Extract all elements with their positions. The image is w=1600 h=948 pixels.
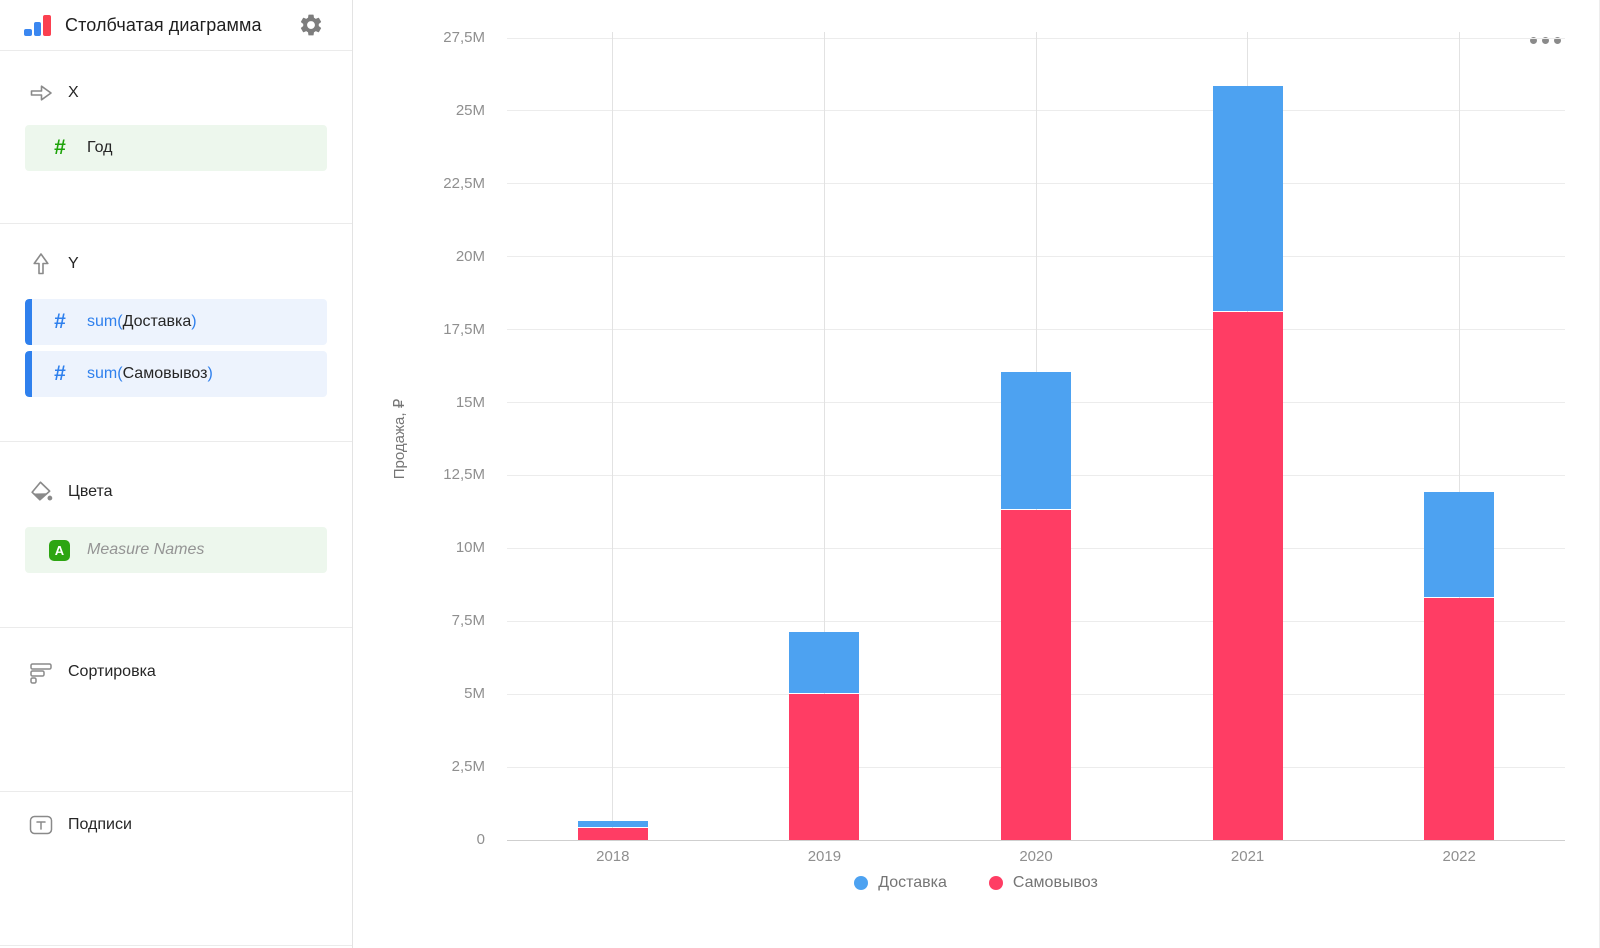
y-axis-tick-label: 27,5M [443, 29, 485, 46]
field-settings-sidebar: Столбчатая диаграмма X # Год [0, 0, 353, 948]
x-axis-category-label: 2021 [1230, 848, 1265, 865]
bar-segment-Доставка[interactable] [577, 821, 648, 827]
bar-segment-Доставка[interactable] [1424, 492, 1495, 597]
number-field-icon: # [54, 136, 66, 159]
bar-segment-Доставка[interactable] [1212, 86, 1283, 311]
v-gridline [823, 32, 825, 840]
legend-dot-icon [988, 876, 1003, 890]
section-x: X # Год [0, 78, 352, 224]
chart-legend: Доставка Самовывоз [353, 874, 1599, 892]
y-axis-tick-label: 5M [464, 685, 485, 703]
y-axis-tick-label: 2,5M [451, 758, 485, 776]
y-axis-tick-label: 0 [476, 831, 485, 848]
field-pill-sum-dostavka[interactable]: # sum(Доставка) [25, 299, 327, 345]
legend-dot-icon [854, 876, 869, 890]
measure-accent-bar [25, 299, 32, 345]
y-axis-tick-label: 7,5M [451, 612, 485, 630]
plot-area: 0 2,5M 5M 7,5M 10M 12,5M 15M 17,5M 20M 22,5M 25M 27… [443, 0, 1565, 865]
section-x-header: X [0, 78, 352, 108]
section-y-label: Y [68, 255, 79, 272]
number-field-icon: # [54, 362, 66, 385]
y-axis-tick-label: 15M [455, 393, 485, 411]
legend-item-Самовывоз[interactable]: Самовывоз [988, 874, 1098, 892]
v-gridline [612, 32, 614, 840]
section-sorting-label: Сортировка [68, 663, 156, 680]
field-pill-god[interactable]: # Год [25, 125, 327, 171]
section-x-label: X [68, 84, 79, 101]
gear-icon[interactable] [298, 12, 324, 38]
field-name: Measure Names [87, 541, 205, 558]
section-colors: Цвета A Measure Names [0, 477, 352, 628]
bar-chart-icon [24, 14, 51, 36]
section-colors-header: Цвета [0, 477, 352, 507]
field-pill-measure-names[interactable]: A Measure Names [25, 527, 327, 573]
section-y: Y # sum(Доставка) # sum(Самовывоз) [0, 249, 352, 442]
y-axis-tick-label: 12,5M [443, 466, 485, 484]
y-axis-tick-label: 22,5M [443, 174, 485, 192]
x-axis-category-label: 2020 [1019, 848, 1053, 865]
section-labels: Подписи [0, 810, 352, 946]
y-axis-tick-label: 10M [455, 539, 485, 557]
arrow-up-icon [28, 251, 54, 277]
legend-item-Доставка[interactable]: Доставка [854, 874, 947, 892]
bar-segment-Самовывоз[interactable] [789, 694, 860, 840]
legend-label: Самовывоз [1012, 874, 1098, 891]
x-axis-line [507, 839, 1565, 841]
text-label-icon [28, 812, 54, 838]
bar-segment-Самовывоз[interactable] [1424, 598, 1495, 840]
section-colors-label: Цвета [68, 483, 113, 500]
field-name: Год [87, 139, 113, 156]
field-name: sum(Самовывоз) [87, 365, 213, 382]
bar-segment-Самовывоз[interactable] [577, 828, 648, 840]
bar-segment-Доставка[interactable] [789, 632, 860, 693]
measure-accent-bar [25, 351, 32, 397]
y-axis-tick-label: 25M [455, 101, 485, 119]
chart-canvas: Продажа, ₽ 0 2,5M 5M 7,5M 10M 12,5M 15M 17,5M 20… [353, 0, 1600, 948]
bar-segment-Самовывоз[interactable] [1001, 510, 1071, 840]
y-axis-tick-label: 17,5M [443, 320, 485, 338]
section-labels-label: Подписи [68, 816, 132, 833]
section-sorting-header: Сортировка [0, 657, 352, 687]
sort-bars-icon [28, 659, 54, 685]
bar-segment-Доставка[interactable] [1001, 372, 1071, 509]
bar-segment-Самовывоз[interactable] [1212, 312, 1283, 840]
section-labels-header: Подписи [0, 810, 352, 840]
x-axis-category-label: 2022 [1442, 848, 1476, 865]
field-pill-sum-samovyvoz[interactable]: # sum(Самовывоз) [25, 351, 327, 397]
attribute-badge-icon: A [49, 539, 70, 561]
sidebar-header: Столбчатая диаграмма [0, 0, 352, 51]
v-gridline [1458, 32, 1460, 840]
paint-bucket-icon [28, 479, 54, 505]
y-axis-tick-label: 20M [455, 247, 485, 265]
x-axis-category-label: 2019 [807, 848, 842, 865]
number-field-icon: # [54, 310, 66, 333]
chart-type-title: Столбчатая диаграмма [65, 14, 262, 35]
x-axis-category-label: 2018 [596, 848, 630, 865]
legend-label: Доставка [878, 874, 947, 891]
section-y-header: Y [0, 249, 352, 279]
arrow-right-icon [28, 80, 54, 106]
field-name: sum(Доставка) [87, 313, 197, 330]
section-sorting: Сортировка [0, 657, 352, 792]
chart-menu-ellipsis-icon[interactable] [1530, 37, 1561, 44]
